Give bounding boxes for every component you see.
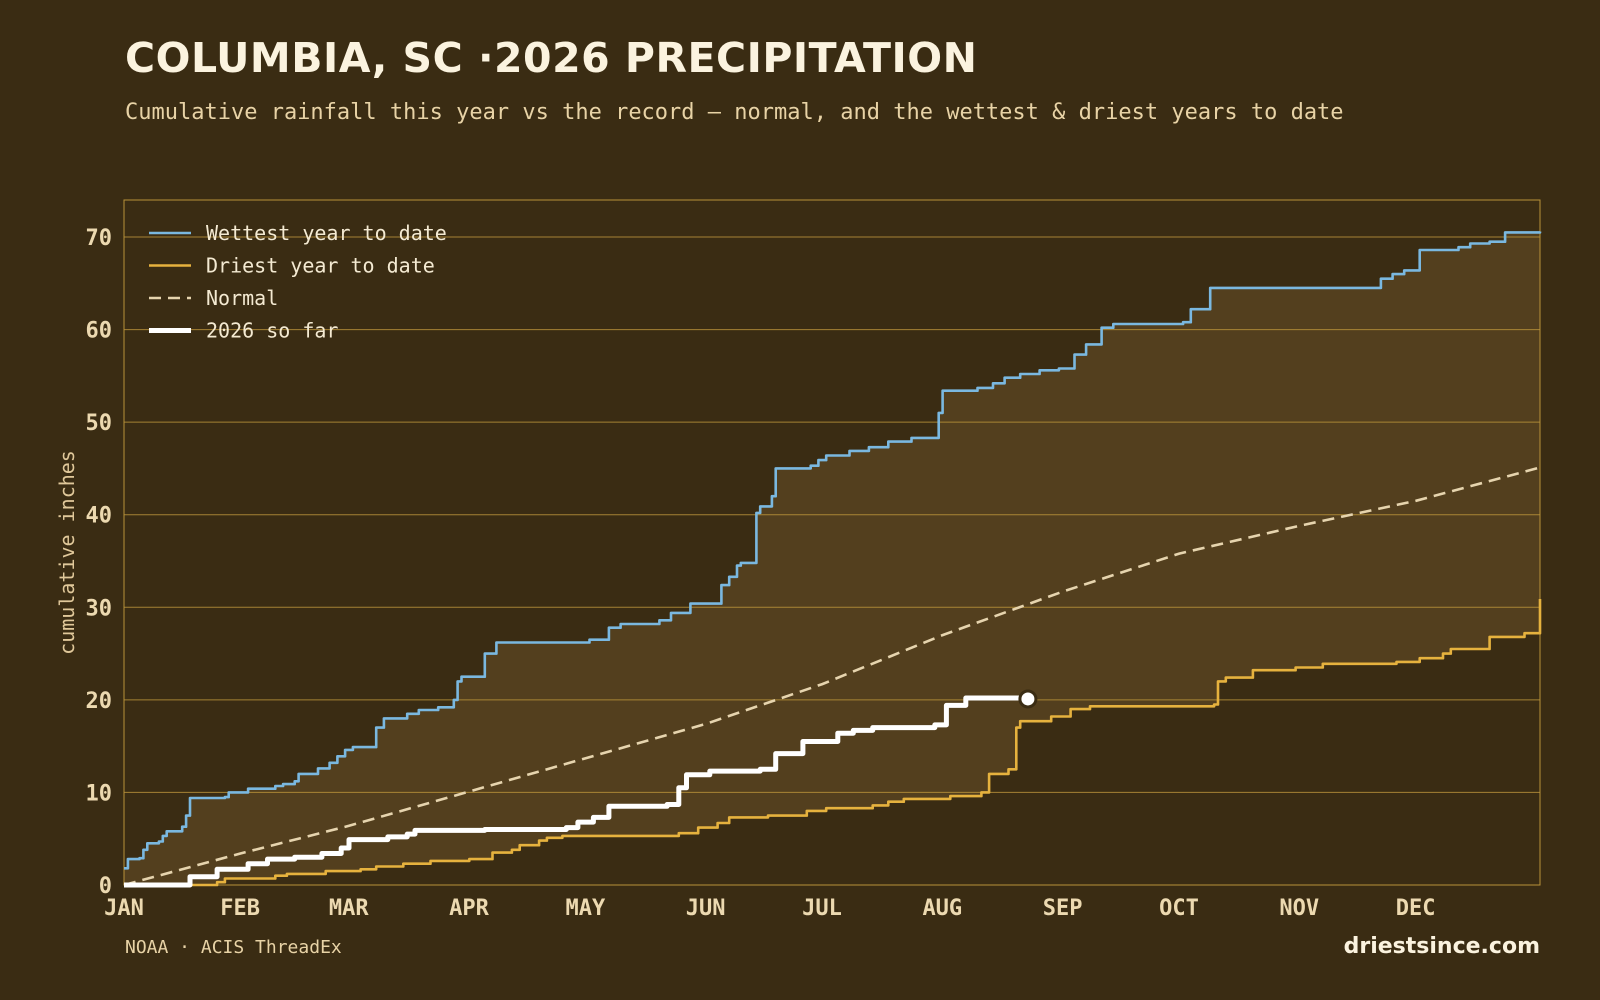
data-source: NOAA · ACIS ThreadEx xyxy=(125,937,342,958)
page-subtitle: Cumulative rainfall this year vs the rec… xyxy=(125,100,1344,125)
legend-label: Normal xyxy=(206,286,278,310)
x-tick-label: SEP xyxy=(1043,896,1083,921)
plot-frame xyxy=(123,199,1541,886)
x-tick-label: JUL xyxy=(802,896,842,921)
legend-label: Wettest year to date xyxy=(206,221,447,245)
range-band xyxy=(124,231,1540,885)
x-tick-label: OCT xyxy=(1159,896,1199,921)
x-tick-label: APR xyxy=(449,896,489,921)
series-line-driest xyxy=(124,599,1542,887)
brand-link[interactable]: driestsince.com xyxy=(1343,934,1540,959)
y-axis-label: cumulative inches xyxy=(55,450,79,655)
x-tick-label: MAY xyxy=(566,896,606,921)
y-tick-label: 70 xyxy=(86,226,113,251)
current-marker xyxy=(1018,689,1038,709)
x-tick-label: JAN xyxy=(104,896,144,921)
y-tick-label: 60 xyxy=(86,319,113,344)
legend-label: Driest year to date xyxy=(206,254,435,278)
series-line-normal xyxy=(123,466,1541,887)
y-tick-label: 20 xyxy=(86,689,113,714)
x-tick-label: JUN xyxy=(686,896,726,921)
series-line-2026 xyxy=(124,695,1031,888)
x-tick-label: FEB xyxy=(220,896,260,921)
x-tick-label: MAR xyxy=(329,896,369,921)
x-tick-label: NOV xyxy=(1279,896,1319,921)
x-tick-label: DEC xyxy=(1396,896,1436,921)
y-tick-label: 10 xyxy=(86,781,113,806)
y-tick-label: 30 xyxy=(86,596,113,621)
y-tick-label: 40 xyxy=(86,504,113,529)
y-tick-label: 0 xyxy=(99,874,112,899)
page-title: COLUMBIA, SC ·2026 PRECIPITATION xyxy=(125,34,978,82)
series-line-wettest xyxy=(124,231,1542,870)
x-tick-label: AUG xyxy=(922,896,962,921)
legend-label: 2026 so far xyxy=(206,319,338,343)
y-tick-label: 50 xyxy=(86,411,113,436)
